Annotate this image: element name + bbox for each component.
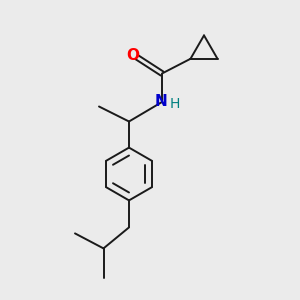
Text: H: H bbox=[169, 98, 180, 111]
Text: O: O bbox=[126, 48, 140, 63]
Text: N: N bbox=[154, 94, 167, 110]
